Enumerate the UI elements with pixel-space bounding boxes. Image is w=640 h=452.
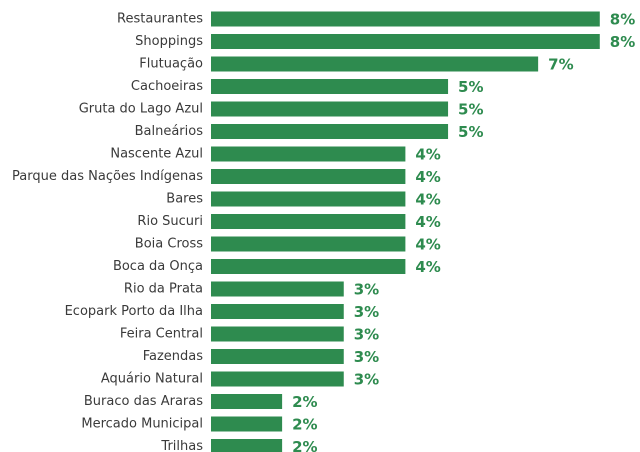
category-label: Boia Cross [135,237,203,252]
value-label: 2% [292,393,317,411]
value-label: 4% [415,146,440,164]
category-label: Cachoeiras [131,79,203,94]
bar [211,326,344,342]
category-label: Ecopark Porto da Ilha [65,304,203,319]
category-label: Parque das Nações Indígenas [12,169,203,184]
value-label: 4% [415,168,440,186]
value-label: 4% [415,213,440,231]
value-label: 2% [292,416,317,434]
value-label: 5% [458,123,483,141]
category-label: Buraco das Araras [84,394,203,409]
value-label: 8% [610,33,635,51]
value-label: 5% [458,78,483,96]
value-label: 4% [415,191,440,209]
category-label: Mercado Municipal [81,417,203,432]
value-label: 2% [292,438,317,452]
bar [211,439,283,452]
bar [211,416,283,432]
bar [211,146,406,162]
category-label: Fazendas [143,349,204,364]
bar [211,214,406,229]
category-label: Flutuação [139,57,203,72]
bar [211,304,344,319]
bar [211,79,449,94]
value-label: 3% [354,348,379,366]
category-label: Boca da Onça [113,259,203,274]
bar [211,259,406,274]
value-label: 3% [354,326,379,344]
bar [211,371,344,387]
bar [211,349,344,364]
category-label: Balneários [135,124,204,139]
bar [211,56,539,72]
bar [211,191,406,207]
category-label: Shoppings [135,34,203,49]
category-label: Bares [166,192,203,207]
bar [211,236,406,252]
category-label: Feira Central [120,327,203,342]
value-label: 5% [458,101,483,119]
bar [211,394,283,409]
category-label: Restaurantes [117,12,203,27]
bar [211,11,600,27]
bar [211,281,344,297]
bar [211,169,406,184]
value-label: 3% [354,371,379,389]
bar [211,34,600,49]
value-label: 4% [415,236,440,254]
value-label: 8% [610,11,635,29]
category-label: Gruta do Lago Azul [79,102,203,117]
value-label: 3% [354,281,379,299]
value-label: 7% [548,56,573,74]
value-label: 4% [415,258,440,276]
value-label: 3% [354,303,379,321]
category-label: Nascente Azul [110,147,203,162]
category-label: Rio da Prata [124,282,203,297]
bar [211,101,449,117]
category-label: Rio Sucuri [137,214,203,229]
category-label: Aquário Natural [101,372,203,387]
category-label: Trilhas [160,439,203,452]
bar [211,124,449,139]
